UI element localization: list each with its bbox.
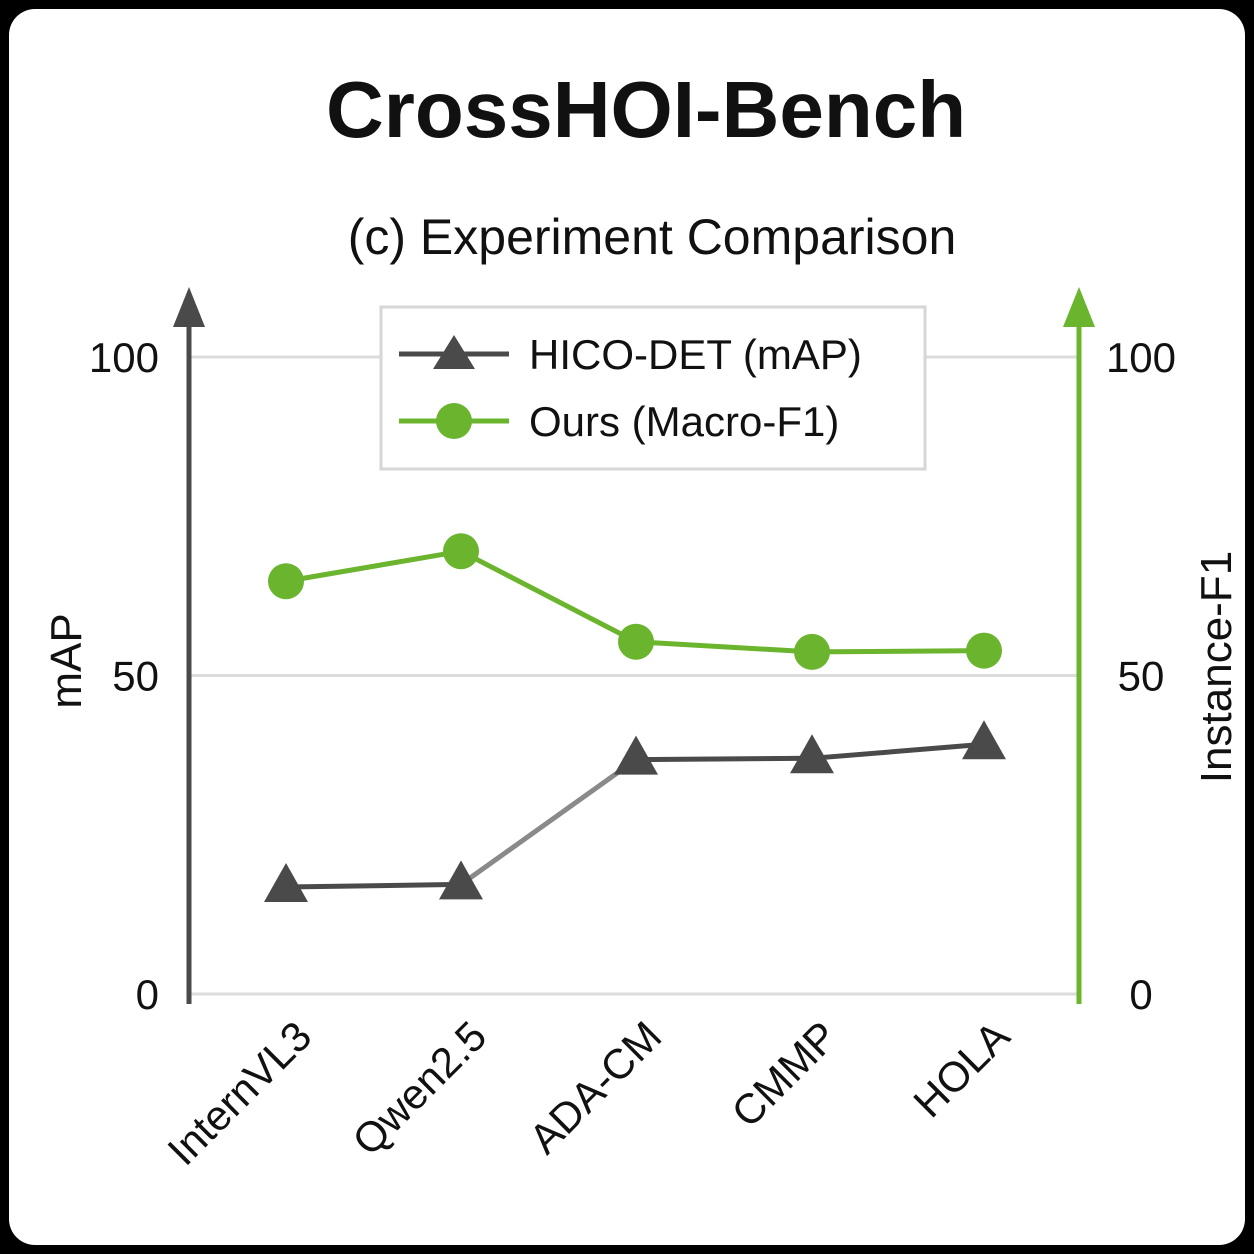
data-point-circle bbox=[268, 563, 304, 600]
category-label: ADA-CM bbox=[520, 1012, 670, 1162]
legend-box bbox=[379, 305, 927, 471]
x-axis-categories: InternVL3 Qwen2.5 ADA-CM CMMP HOLA bbox=[158, 1012, 1018, 1174]
series-ours bbox=[268, 533, 1002, 670]
data-point-triangle bbox=[614, 735, 658, 775]
series-line-segment bbox=[635, 755, 813, 763]
chart-frame: CrossHOI-Bench (c) Experiment Comparison… bbox=[9, 9, 1245, 1245]
series-line-segment bbox=[459, 757, 638, 887]
data-point-triangle bbox=[962, 720, 1006, 760]
series-line-segment bbox=[811, 648, 985, 655]
left-tick-label: 100 bbox=[89, 334, 159, 381]
series-hico-det bbox=[264, 720, 1006, 902]
right-tick-label: 100 bbox=[1106, 334, 1176, 381]
left-axis-label: mAP bbox=[42, 613, 91, 708]
series-line-segment bbox=[635, 639, 813, 655]
left-axis-arrow-icon bbox=[173, 287, 205, 327]
chart-title: CrossHOI-Bench bbox=[326, 65, 966, 154]
legend: HICO-DET (mAP) Ours (Macro-F1) bbox=[379, 305, 927, 471]
right-tick-label: 0 bbox=[1129, 971, 1152, 1018]
data-point-triangle bbox=[790, 734, 834, 774]
data-point-circle bbox=[794, 633, 830, 670]
series-line-segment bbox=[811, 741, 985, 761]
chart-subtitle: (c) Experiment Comparison bbox=[348, 209, 957, 265]
legend-label-ours: Ours (Macro-F1) bbox=[529, 398, 839, 445]
line-chart: CrossHOI-Bench (c) Experiment Comparison… bbox=[42, 65, 1241, 1174]
legend-triangle-icon bbox=[433, 335, 475, 369]
left-axis-ticks: 0 50 100 bbox=[89, 334, 159, 1018]
category-label: HOLA bbox=[904, 1012, 1018, 1126]
right-axis-label: Instance-F1 bbox=[1192, 551, 1241, 783]
series-line-segment bbox=[285, 881, 462, 890]
series-line-segment bbox=[459, 549, 638, 644]
data-point-triangle bbox=[439, 860, 483, 900]
series-line-segment bbox=[285, 548, 462, 584]
left-tick-label: 50 bbox=[112, 653, 159, 700]
data-point-circle bbox=[966, 632, 1002, 669]
series-layer bbox=[264, 533, 1006, 902]
category-label: Qwen2.5 bbox=[343, 1012, 495, 1164]
data-point-triangle bbox=[264, 862, 308, 902]
legend-label-hico: HICO-DET (mAP) bbox=[529, 331, 862, 378]
left-tick-label: 0 bbox=[136, 971, 159, 1018]
data-point-circle bbox=[443, 533, 479, 570]
right-axis-ticks: 0 50 100 bbox=[1106, 334, 1176, 1018]
category-label: InternVL3 bbox=[158, 1012, 320, 1174]
category-label: CMMP bbox=[722, 1012, 846, 1136]
legend-circle-icon bbox=[436, 403, 472, 439]
right-tick-label: 50 bbox=[1118, 653, 1165, 700]
data-point-circle bbox=[618, 623, 654, 660]
right-axis-arrow-icon bbox=[1063, 287, 1095, 327]
